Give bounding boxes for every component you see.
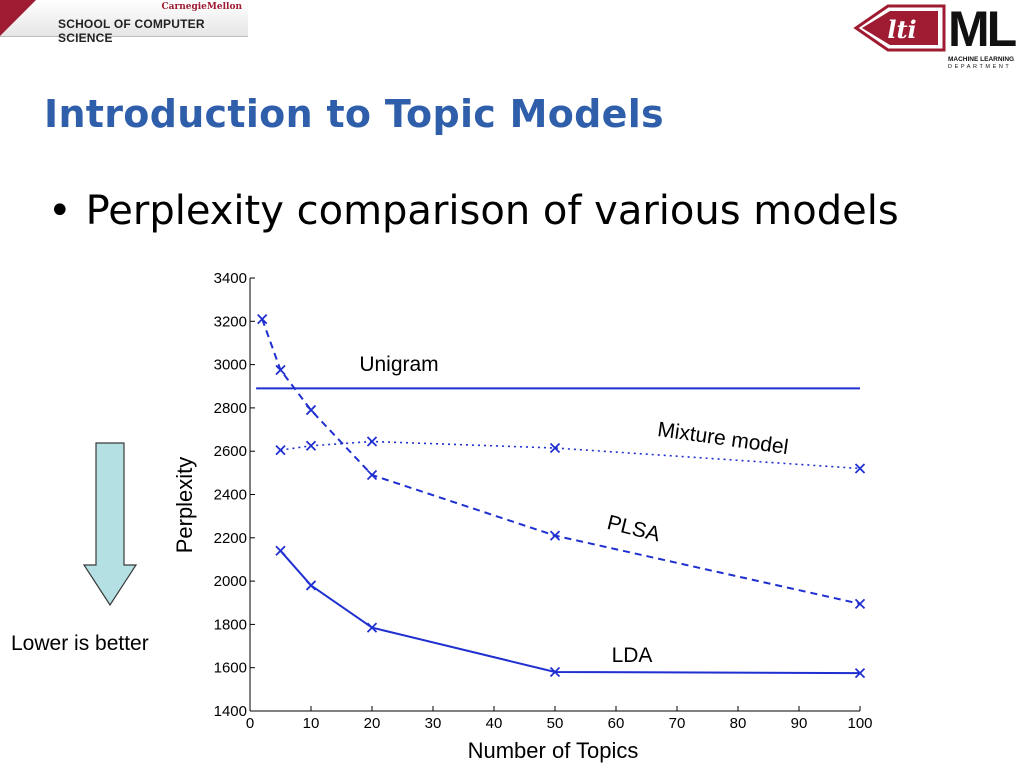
marker-lda: [305, 580, 317, 591]
lti-logo: lti: [853, 4, 946, 52]
marker-stroke: [305, 440, 317, 451]
y-tick-label: 3400: [214, 270, 247, 287]
y-tick-label: 1400: [214, 703, 247, 720]
x-tick-label: 100: [847, 715, 872, 732]
y-tick-label: 2400: [214, 487, 247, 504]
marker-stroke: [275, 364, 286, 376]
series-label-lda: LDA: [612, 644, 653, 667]
cmu-header-bar: CarnegieMellon SCHOOL OF COMPUTER SCIENC…: [0, 0, 248, 45]
x-tick-label: 70: [669, 715, 686, 732]
y-tick-label: 1800: [214, 616, 247, 633]
y-tick-label: 2200: [214, 530, 247, 547]
x-axis-label: Number of Topics: [468, 738, 639, 763]
y-tick-label: 2600: [214, 443, 247, 460]
x-tick-label: 10: [303, 715, 320, 732]
marker-stroke: [257, 313, 268, 325]
x-tick-label: 0: [246, 715, 254, 732]
series-label-plsa: PLSA: [605, 511, 663, 546]
marker-plsa: [549, 530, 561, 541]
marker-lda: [275, 545, 286, 556]
marker-stroke: [305, 404, 317, 416]
bullet-marker: •: [48, 188, 72, 234]
marker-lda: [366, 622, 378, 633]
marker-plsa: [366, 469, 378, 481]
marker-lda: [549, 666, 561, 678]
y-tick-label: 3000: [214, 357, 247, 374]
marker-mixture-model: [366, 436, 378, 447]
chart-series-labels: Unigram Mixture model PLSA LDA: [359, 353, 789, 667]
marker-plsa: [257, 313, 268, 325]
cmu-school-text: SCHOOL OF COMPUTER SCIENCE: [58, 17, 205, 45]
marker-lda: [854, 667, 866, 679]
marker-stroke: [854, 463, 866, 474]
marker-plsa: [275, 364, 286, 376]
marker-mixture-model: [854, 463, 866, 474]
ml-logo-letters: ML: [948, 1, 1017, 57]
series-line-lda: [279, 550, 861, 675]
ml-logo: ML MACHINE LEARNING DEPARTMENT: [948, 4, 1020, 74]
y-tick-label: 1600: [214, 660, 247, 677]
x-tick-label: 50: [547, 715, 564, 732]
marker-stroke: [854, 598, 866, 609]
slide-title: Introduction to Topic Models: [44, 92, 664, 136]
chart-axes: 0 10 20 30 40 50 60 70 80 90 100 1400 1600 1800 2000 22…: [214, 270, 873, 732]
lti-logo-fill: [862, 11, 938, 45]
series-label-mixture-model: Mixture model: [656, 418, 790, 459]
bullet-point: • Perplexity comparison of various models: [48, 188, 899, 234]
marker-stroke: [549, 442, 561, 454]
marker-stroke: [854, 667, 866, 679]
marker-stroke: [275, 545, 286, 556]
y-tick-label: 2800: [214, 400, 247, 417]
marker-stroke: [275, 444, 286, 456]
marker-plsa: [305, 404, 317, 416]
down-arrow-shape: [82, 442, 138, 607]
marker-stroke: [366, 469, 378, 481]
series-line-plsa: [261, 318, 861, 605]
lti-logo-text: lti: [887, 15, 916, 44]
x-tick-label: 40: [486, 715, 503, 732]
x-tick-label: 60: [608, 715, 625, 732]
marker-stroke: [366, 622, 378, 633]
marker-mixture-model: [305, 440, 317, 451]
series-label-unigram: Unigram: [359, 353, 438, 376]
x-tick-label: 90: [791, 715, 808, 732]
chart-series-layer: [256, 313, 866, 679]
cmu-brand-text: CarnegieMellon: [161, 2, 242, 12]
ml-logo-line2: DEPARTMENT: [948, 64, 1012, 70]
marker-plsa: [854, 598, 866, 609]
marker-stroke: [549, 666, 561, 678]
marker-stroke: [366, 436, 378, 447]
marker-mixture-model: [549, 442, 561, 454]
lower-is-better-label: Lower is better: [11, 632, 149, 655]
down-arrow-icon: [82, 442, 138, 607]
x-tick-label: 80: [730, 715, 747, 732]
marker-stroke: [549, 530, 561, 541]
marker-stroke: [305, 580, 317, 591]
ml-logo-line1: MACHINE LEARNING: [948, 56, 1015, 63]
bullet-text: Perplexity comparison of various models: [85, 188, 899, 234]
y-tick-label: 3200: [214, 313, 247, 330]
y-tick-label: 2000: [214, 573, 247, 590]
marker-mixture-model: [275, 444, 286, 456]
x-tick-label: 30: [425, 715, 442, 732]
cmu-red-corner: [0, 0, 36, 36]
y-axis-label: Perplexity: [172, 457, 197, 554]
x-tick-label: 20: [364, 715, 381, 732]
